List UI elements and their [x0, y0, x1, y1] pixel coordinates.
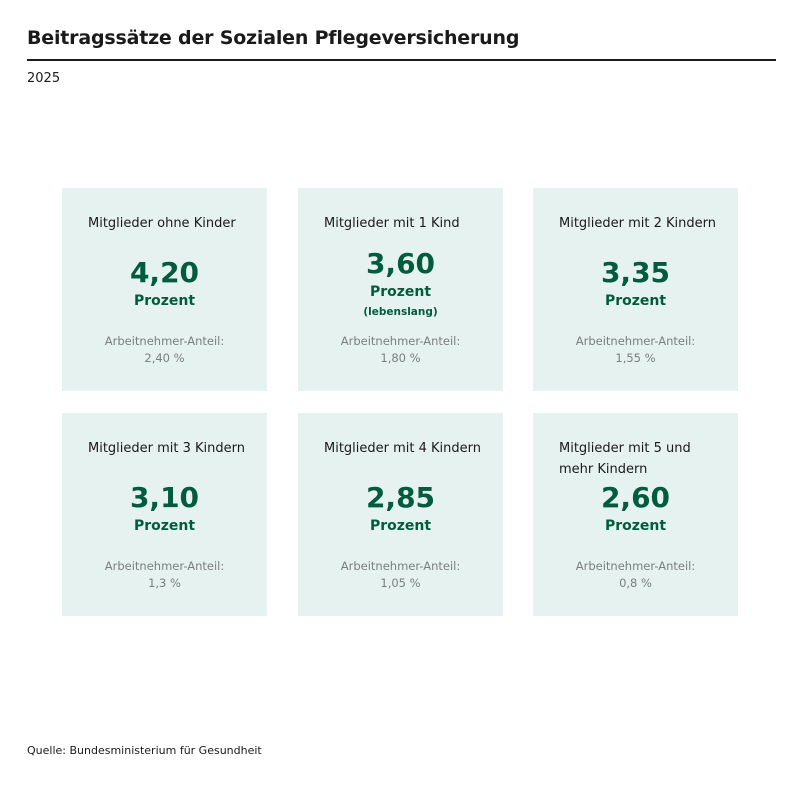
- card-title: Mitglieder mit 3 Kindern: [88, 441, 246, 456]
- rate-note: (lebenslang): [363, 306, 438, 318]
- rate-unit: Prozent: [369, 518, 432, 534]
- employee-share-value: 1,55 %: [615, 351, 656, 365]
- employee-share-label: Arbeitnehmer-Anteil:: [340, 334, 461, 348]
- rate-unit: Prozent: [604, 293, 667, 309]
- employee-share-label: Arbeitnehmer-Anteil:: [104, 334, 225, 348]
- rate-unit: Prozent: [369, 284, 432, 300]
- rate-unit: Prozent: [133, 518, 196, 534]
- employee-share-value: 1,80 %: [380, 351, 421, 365]
- employee-share-value: 1,05 %: [380, 576, 421, 590]
- rate-card: Mitglieder mit 3 Kindern 3,10 Prozent Arbei…: [62, 413, 267, 616]
- year-subtitle: 2025: [27, 71, 61, 86]
- employee-share-value: 0,8 %: [619, 576, 652, 590]
- title-divider: [27, 59, 776, 61]
- source-note: Quelle: Bundesministerium für Gesundheit: [27, 744, 262, 757]
- card-title: Mitglieder mit 4 Kindern: [324, 441, 482, 456]
- employee-share-value: 1,3 %: [148, 576, 181, 590]
- employee-share-label: Arbeitnehmer-Anteil:: [575, 334, 696, 348]
- rate-unit: Prozent: [133, 293, 196, 309]
- employee-share-label: Arbeitnehmer-Anteil:: [575, 559, 696, 573]
- rate-value: 2,85: [365, 481, 436, 514]
- rate-value: 3,35: [600, 256, 671, 289]
- card-title: Mitglieder mit 1 Kind: [324, 216, 460, 231]
- card-title: Mitglieder mit 2 Kindern: [559, 216, 717, 231]
- employee-share-value: 2,40 %: [144, 351, 185, 365]
- rate-card: Mitglieder ohne Kinder 4,20 Prozent Arbeitn…: [62, 188, 267, 391]
- rate-value: 3,10: [129, 481, 200, 514]
- rate-unit: Prozent: [604, 518, 667, 534]
- rate-card: Mitglieder mit 1 Kind 3,60 Prozent (lebensl…: [298, 188, 503, 391]
- rate-card: Mitglieder mit 2 Kindern 3,35 Prozent Arbei…: [533, 188, 738, 391]
- card-title: Mitglieder ohne Kinder: [88, 216, 236, 231]
- rate-card: Mitglieder mit 5 und mehr Kindern 2,60 Pro…: [533, 413, 738, 616]
- rate-value: 3,60: [365, 247, 436, 280]
- rate-card: Mitglieder mit 4 Kindern 2,85 Prozent Arbei…: [298, 413, 503, 616]
- employee-share-label: Arbeitnehmer-Anteil:: [340, 559, 461, 573]
- rate-value: 4,20: [129, 256, 200, 289]
- page-title: Beitragssätze der Sozialen Pflegeversich…: [27, 27, 520, 49]
- card-title: Mitglieder mit 5 und mehr Kindern: [559, 441, 691, 477]
- employee-share-label: Arbeitnehmer-Anteil:: [104, 559, 225, 573]
- rate-value: 2,60: [600, 481, 671, 514]
